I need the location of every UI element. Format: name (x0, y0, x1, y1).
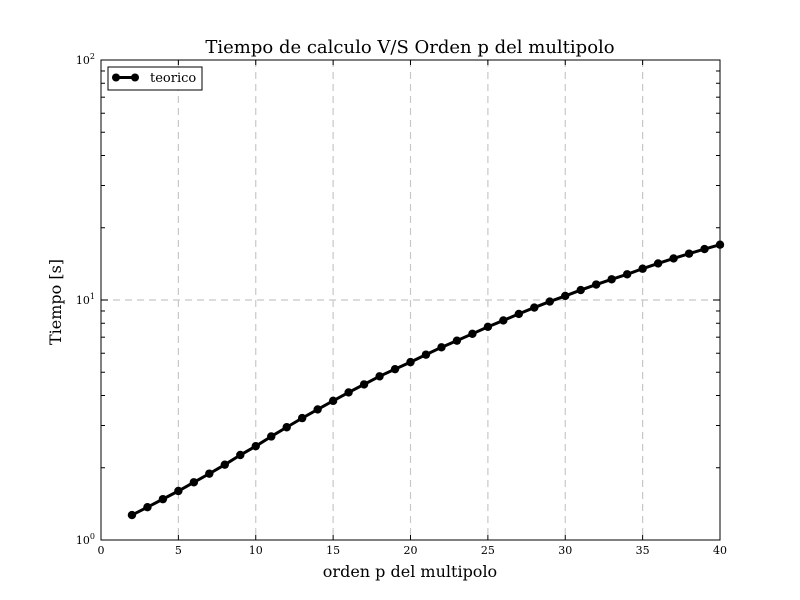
data-point (205, 469, 214, 478)
y-axis-label: Tiempo [s] (46, 259, 65, 345)
x-tick-label: 10 (249, 544, 263, 557)
y-tick-label: 101 (76, 292, 95, 307)
x-tick-label: 5 (175, 544, 182, 557)
legend-label: teorico (150, 71, 196, 86)
data-point (437, 343, 446, 352)
data-point (700, 244, 709, 254)
data-point (158, 494, 168, 504)
y-tick-label-exponent: 0 (90, 532, 95, 541)
x-tick-label: 0 (98, 544, 105, 557)
data-point (267, 432, 276, 441)
data-point (174, 486, 183, 496)
legend-marker-left (112, 73, 120, 82)
data-point (406, 357, 415, 367)
x-tick-label: 35 (636, 544, 650, 557)
data-point (653, 259, 663, 268)
legend-marker-right (131, 73, 139, 82)
y-tick-label-exponent: 2 (90, 52, 95, 61)
data-point (452, 336, 462, 345)
data-point (638, 264, 647, 273)
y-tick-label-base: 10 (76, 534, 90, 547)
series-layer (127, 240, 725, 520)
data-point (499, 316, 508, 325)
data-point (390, 364, 400, 374)
data-point (375, 372, 384, 381)
x-tick-label: 40 (713, 544, 727, 557)
data-point (483, 322, 493, 332)
data-point (282, 423, 291, 432)
data-point (607, 275, 616, 284)
data-point (220, 460, 229, 469)
data-point (236, 450, 245, 460)
data-point (359, 380, 369, 389)
data-point (684, 249, 694, 258)
data-point (313, 405, 322, 414)
data-point (297, 413, 307, 423)
x-ticks: 0 5 10 15 20 25 30 35 40 (98, 60, 727, 557)
x-tick-label: 20 (404, 544, 418, 557)
y-tick-label-base: 10 (76, 54, 90, 67)
data-point (127, 510, 137, 520)
y-tick-label-base: 10 (76, 294, 90, 307)
minor-ticks (101, 70, 720, 469)
y-tick-label: 100 (76, 532, 95, 547)
data-point (545, 297, 554, 306)
data-point (530, 303, 539, 312)
x-axis-label: orden p del multipolo (323, 562, 497, 581)
data-point (561, 291, 570, 301)
y-tick-label-exponent: 1 (90, 292, 95, 301)
data-point (251, 441, 260, 451)
legend: teorico (107, 66, 203, 91)
x-tick-label: 30 (558, 544, 572, 557)
data-point (344, 388, 353, 397)
data-point (421, 350, 431, 359)
legend-box (107, 66, 203, 91)
y-tick-label: 102 (76, 52, 95, 67)
x-tick-label: 15 (326, 544, 340, 557)
x-tick-label: 25 (481, 544, 495, 557)
data-point (622, 270, 632, 279)
data-point (514, 309, 524, 319)
data-point (328, 396, 338, 406)
data-point (143, 502, 152, 512)
data-point (189, 478, 199, 487)
data-point (592, 280, 601, 289)
data-point (468, 329, 477, 339)
chart-title: Tiempo de calculo V/S Orden p del multip… (205, 37, 614, 58)
data-point (669, 254, 678, 263)
data-point (576, 285, 585, 295)
